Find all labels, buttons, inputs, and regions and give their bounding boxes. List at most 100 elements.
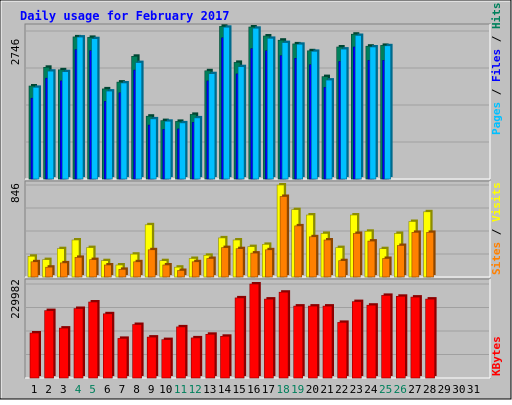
kbytes-bar — [132, 324, 142, 379]
kbytes-bar — [161, 339, 172, 379]
kbytes-bar — [146, 336, 157, 379]
pages-bar — [354, 35, 362, 180]
sites-bar — [206, 258, 215, 278]
kbytes-bar — [176, 326, 186, 379]
sites-bar — [352, 233, 361, 278]
x-tick-label: 8 — [133, 383, 140, 396]
pages-bar — [208, 73, 216, 180]
x-tick-label: 18 — [276, 383, 289, 396]
kbytes-bar — [190, 337, 201, 379]
hits-max-label: 2746 — [9, 39, 22, 66]
x-tick-label: 7 — [119, 383, 126, 396]
sites-bar — [309, 236, 317, 278]
pages-bar — [32, 87, 40, 180]
x-tick-label: 6 — [104, 383, 111, 396]
x-tick-label: 15 — [232, 383, 245, 396]
sites-bar — [294, 225, 303, 278]
x-tick-label: 25 — [379, 383, 392, 396]
kbytes-bar — [103, 313, 113, 379]
x-tick-label: 23 — [350, 383, 363, 396]
legend-pages: Pages — [490, 102, 503, 135]
chart-bars — [27, 24, 437, 379]
sites-bar — [382, 258, 390, 278]
x-tick-label: 2 — [45, 383, 52, 396]
legend-sep-1: / — [490, 82, 503, 102]
kbytes-bar — [322, 305, 333, 379]
sites-bar — [396, 245, 405, 278]
legend-files: Files — [490, 49, 503, 82]
x-tick-label: 16 — [247, 383, 260, 396]
legend-sep-3: / — [490, 222, 503, 242]
kbytes-bar — [395, 295, 406, 379]
pages-bar — [47, 70, 54, 180]
pages-bar — [91, 38, 98, 180]
sites-bar — [118, 269, 127, 278]
x-tick-label: 29 — [438, 383, 451, 396]
sites-bar — [59, 262, 68, 278]
kbytes-bar — [351, 301, 362, 379]
x-tick-label: 1 — [31, 383, 38, 396]
kbytes-bar — [88, 301, 98, 379]
pages-bar — [296, 43, 304, 180]
sites-bar — [367, 240, 376, 278]
x-tick-label: 19 — [291, 383, 304, 396]
sites-bar — [133, 261, 141, 278]
x-tick-label: 20 — [306, 383, 319, 396]
kbytes-bar — [44, 310, 54, 379]
sites-bar — [235, 248, 244, 278]
kbytes-bar — [278, 291, 289, 379]
x-tick-label: 30 — [452, 383, 465, 396]
x-axis-day-labels: 1 2 3 4 5 6 7 8 9 10 11 12 13 14 15 16 17 18 19 20 21 22 23 24 2… — [31, 383, 480, 396]
x-tick-label: 12 — [189, 383, 202, 396]
sites-bar — [265, 249, 273, 278]
sites-bar — [411, 232, 420, 278]
sites-bar — [191, 261, 200, 278]
sites-bar — [323, 239, 332, 278]
pages-bar — [237, 66, 245, 180]
x-tick-label: 5 — [89, 383, 96, 396]
kbytes-bar — [366, 304, 377, 379]
kbytes-bar — [337, 322, 348, 379]
sites-bar — [147, 249, 156, 278]
legend-visits: Visits — [490, 182, 503, 222]
pages-bar — [106, 90, 113, 180]
legend-pages-files-hits: Pages / Files / Hits — [490, 3, 503, 136]
sites-bar — [30, 261, 39, 278]
x-tick-label: 28 — [423, 383, 436, 396]
sites-bar — [250, 252, 259, 278]
legend-sites: Sites — [490, 242, 503, 275]
x-tick-label: 9 — [148, 383, 155, 396]
legend-kbytes: KBytes — [490, 336, 503, 376]
x-tick-label: 26 — [394, 383, 407, 396]
pages-bar — [252, 27, 260, 180]
pages-bar — [135, 62, 142, 180]
pages-bar — [193, 117, 201, 180]
legend-sep-2: / — [490, 29, 503, 49]
pages-bar — [179, 122, 186, 180]
legend-hits: Hits — [490, 3, 503, 30]
x-tick-label: 22 — [335, 383, 348, 396]
kbytes-bar — [220, 335, 230, 379]
x-tick-label: 4 — [75, 383, 82, 396]
sites-bar — [74, 257, 83, 278]
sites-bar — [45, 266, 53, 278]
pages-bar — [281, 42, 289, 180]
kbytes-max-label: 229982 — [9, 279, 22, 319]
legend-kbytes-label: KBytes — [490, 336, 503, 376]
kbytes-bar — [58, 327, 69, 379]
kbytes-bar — [205, 333, 216, 379]
x-tick-label: 3 — [60, 383, 67, 396]
sites-bar — [338, 260, 347, 278]
kbytes-bar — [308, 305, 318, 379]
kbytes-bar — [293, 305, 304, 379]
sites-bar — [221, 247, 229, 278]
chart-title: Daily usage for February 2017 — [20, 9, 230, 23]
kbytes-bar — [264, 298, 274, 379]
x-tick-label: 24 — [364, 383, 378, 396]
kbytes-bar — [425, 298, 435, 379]
kbytes-bar — [29, 332, 40, 379]
pages-bar — [76, 36, 84, 180]
kbytes-bar — [73, 308, 84, 379]
